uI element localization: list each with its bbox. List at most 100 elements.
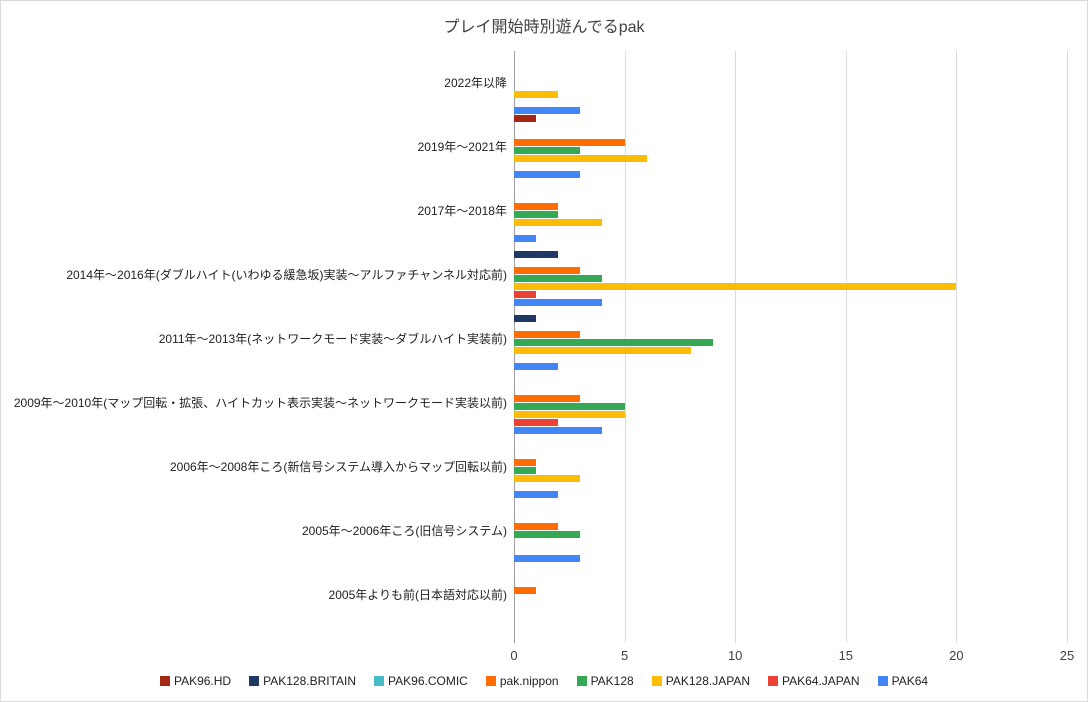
chart-title: プレイ開始時別遊んでるpak <box>443 19 645 36</box>
bar-slot <box>514 459 1067 467</box>
legend-label: pak.nippon <box>499 674 559 688</box>
bar-group <box>514 179 1067 243</box>
bar-slot <box>514 611 1067 619</box>
bar-slot <box>514 59 1067 67</box>
legend-label: PAK128.JAPAN <box>665 674 750 688</box>
gridline-x-15 <box>845 51 847 643</box>
bar-slot <box>514 123 1067 131</box>
bar-slot <box>514 363 1067 371</box>
bar-slot <box>514 435 1067 443</box>
bar-PAK64 <box>514 171 581 178</box>
category-label: 2009年〜2010年(マップ回転・拡張、ハイトカット表示実装〜ネットワークモー… <box>13 396 507 410</box>
bar-slot <box>514 291 1067 299</box>
x-tick-label-10: 10 <box>727 648 743 663</box>
bar-PAK128.JAPAN <box>514 283 957 290</box>
bar-PAK128.BRITAIN <box>514 251 559 258</box>
category-label: 2022年以降 <box>444 76 507 90</box>
bar-PAK128 <box>514 531 581 538</box>
category-label: 2019年〜2021年 <box>417 140 507 154</box>
legend-label: PAK128.BRITAIN <box>263 674 357 688</box>
bar-slot <box>514 323 1067 331</box>
bar-slot <box>514 387 1067 395</box>
bar-group <box>514 51 1067 115</box>
bar-slot <box>514 131 1067 139</box>
bar-pak.nippon <box>514 331 581 338</box>
bar-slot <box>514 523 1067 531</box>
legend-item-PAK64.JAPAN: PAK64.JAPAN <box>767 674 860 688</box>
bar-slot <box>514 555 1067 563</box>
bar-slot <box>514 139 1067 147</box>
bar-slot <box>514 155 1067 163</box>
bar-PAK64 <box>514 235 537 242</box>
bar-PAK128 <box>514 147 581 154</box>
bar-PAK128 <box>514 467 537 474</box>
bar-pak.nippon <box>514 523 559 530</box>
bar-slot <box>514 147 1067 155</box>
bar-PAK128 <box>514 403 625 410</box>
category-label: 2005年よりも前(日本語対応以前) <box>328 588 507 602</box>
x-tick-label-20: 20 <box>949 648 964 663</box>
bar-PAK128.JAPAN <box>514 155 647 162</box>
legend-label: PAK128 <box>590 674 634 688</box>
bar-PAK64 <box>514 555 581 562</box>
bar-slot <box>514 211 1067 219</box>
legend-item-PAK128: PAK128 <box>576 674 634 688</box>
category-label: 2014年〜2016年(ダブルハイト(いわゆる緩急坂)実装〜アルファチャンネル対… <box>66 268 507 282</box>
bar-PAK128.JAPAN <box>514 219 603 226</box>
legend-item-PAK96.COMIC: PAK96.COMIC <box>374 674 468 688</box>
bar-slot <box>514 595 1067 603</box>
bar-slot <box>514 203 1067 211</box>
bar-slot <box>514 451 1067 459</box>
bar-slot <box>514 307 1067 315</box>
bar-PAK128.BRITAIN <box>514 315 537 322</box>
x-tick-label-5: 5 <box>620 648 629 663</box>
bar-slot <box>514 99 1067 107</box>
bar-slot <box>514 427 1067 435</box>
bar-slot <box>514 443 1067 451</box>
bar-pak.nippon <box>514 395 581 402</box>
bar-slot <box>514 571 1067 579</box>
bar-slot <box>514 91 1067 99</box>
category-label: 2005年〜2006年ころ(旧信号システム) <box>301 524 507 538</box>
bar-slot <box>514 491 1067 499</box>
bar-PAK64 <box>514 491 559 498</box>
gridline-x-10 <box>735 51 737 643</box>
bar-slot <box>514 219 1067 227</box>
legend-item-PAK96.HD: PAK96.HD <box>159 674 232 688</box>
category-label: 2006年〜2008年ころ(新信号システム導入からマップ回転以前) <box>169 460 507 474</box>
legend-swatch-icon <box>651 676 662 686</box>
bar-PAK128.JAPAN <box>514 91 559 98</box>
category-label: 2011年〜2013年(ネットワークモード実装〜ダブルハイト実装前) <box>158 332 507 346</box>
bar-PAK128 <box>514 211 559 218</box>
category-label: 2017年〜2018年 <box>417 204 507 218</box>
bar-group <box>514 307 1067 371</box>
bar-slot <box>514 259 1067 267</box>
bar-slot <box>514 355 1067 363</box>
bar-pak.nippon <box>514 139 625 146</box>
bar-slot <box>514 267 1067 275</box>
legend-label: PAK96.COMIC <box>388 674 468 688</box>
bar-pak.nippon <box>514 203 559 210</box>
bar-slot <box>514 339 1067 347</box>
legend-item-PAK128.BRITAIN: PAK128.BRITAIN <box>249 674 356 688</box>
bar-slot <box>514 563 1067 571</box>
bar-pak.nippon <box>514 267 581 274</box>
legend-item-PAK128.JAPAN: PAK128.JAPAN <box>651 674 750 688</box>
bar-slot <box>514 619 1067 627</box>
bar-slot <box>514 499 1067 507</box>
legend: PAK96.HD PAK128.BRITAIN PAK96.COMIC pak.nip… <box>1 674 1087 688</box>
bar-PAK64 <box>514 107 581 114</box>
bar-pak.nippon <box>514 587 537 594</box>
bar-slot <box>514 531 1067 539</box>
bar-slot <box>514 547 1067 555</box>
bar-PAK128.JAPAN <box>514 347 691 354</box>
bar-PAK64.JAPAN <box>514 291 537 298</box>
bar-group <box>514 499 1067 563</box>
bar-slot <box>514 283 1067 291</box>
plot-area <box>514 51 1068 643</box>
legend-label: PAK96.HD <box>173 674 232 688</box>
bar-slot <box>514 331 1067 339</box>
bar-slot <box>514 379 1067 387</box>
x-tick-label-25: 25 <box>1059 648 1075 663</box>
